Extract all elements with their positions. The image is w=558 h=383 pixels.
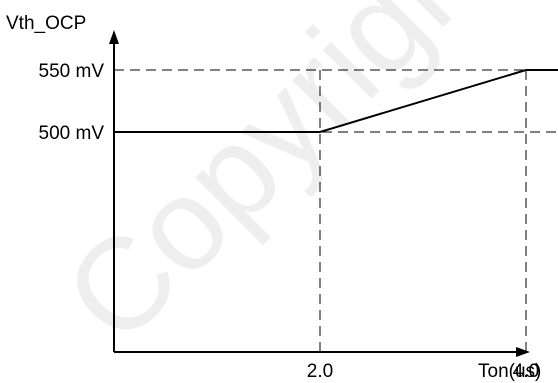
series-line-0 — [114, 69, 558, 133]
axes — [109, 30, 530, 357]
y-axis-arrow-icon — [109, 30, 119, 44]
x-axis-label: Ton(us) — [478, 361, 541, 382]
series — [114, 69, 558, 133]
y-axis-label: Vth_OCP — [6, 13, 86, 34]
x-axis-arrow-icon — [516, 347, 530, 357]
y-tick-label-1: 550 mV — [39, 61, 105, 82]
x-tick-label-0: 2.0 — [307, 361, 333, 382]
tick-labels: 2.0 4.0 500 mV 550 mV — [39, 61, 540, 382]
x-tick-label-1: 4.0 — [513, 361, 539, 382]
labels: Vth_OCP Ton(us) — [6, 13, 541, 382]
y-tick-label-0: 500 mV — [39, 123, 105, 144]
